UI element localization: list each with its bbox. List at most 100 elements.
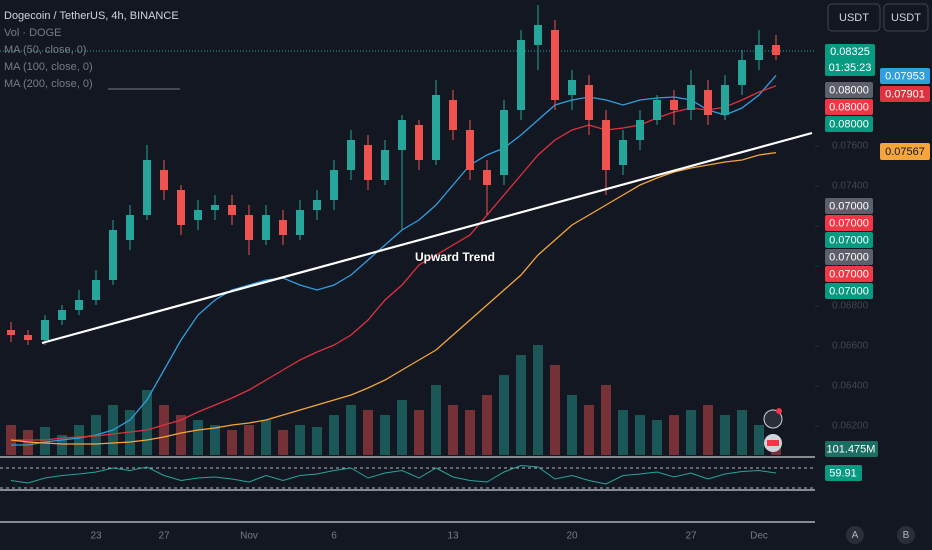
ma-value: 0.07901 [885,88,925,100]
volume-bar [431,385,441,455]
candle-body [347,140,355,170]
candle-body [602,120,610,170]
price-tag [825,249,873,265]
volume-bar [227,430,237,455]
price-tag [825,283,873,299]
candle-body [211,205,219,210]
candle-body [24,335,32,340]
legend-entry: MA (100, close, 0) [4,61,93,73]
candle-body [704,90,712,115]
volume-bar [482,395,492,455]
volume-bar [193,420,203,455]
alert-dot [776,408,782,414]
annotation: Upward Trend [415,250,495,264]
price-tag-label: 0.07000 [829,268,869,280]
price-tag-label: 0.07000 [829,217,869,229]
volume-bar [584,405,594,455]
candle-body [126,215,134,240]
volume-bar [669,415,679,455]
volume-bar [567,395,577,455]
trend-line [41,131,813,345]
price-tag [825,232,873,248]
candle-body [619,140,627,165]
candle-body [279,220,287,235]
corner-button-label[interactable]: A [852,530,859,541]
price-tag-label: 0.07000 [829,285,869,297]
currency-button-label[interactable]: USDT [891,12,921,24]
candle-body [262,215,270,240]
candle-body [313,200,321,210]
chart-title: Dogecoin / TetherUS, 4h, BINANCE [4,10,179,22]
volume-legend: Vol · DOGE [4,27,61,39]
x-tick-label: 20 [566,531,578,542]
volume-bar [176,415,186,455]
candle-body [7,330,15,335]
price-tag [825,215,873,231]
last-price-tag [825,44,875,76]
alert-icon[interactable] [763,409,783,429]
volume-bar [720,415,730,455]
last-price: 0.08325 [830,46,870,58]
corner-button[interactable] [846,526,864,544]
volume-bar [210,425,220,455]
candle-body [41,320,49,340]
candle-body [568,80,576,95]
ma-tag [880,68,930,84]
candle-body [687,85,695,110]
ma-tag [880,143,930,160]
moving-average [10,151,777,445]
currency-button[interactable] [883,3,929,32]
price-tag [825,198,873,214]
y-tick-label: 0.07600 [832,141,869,152]
flag-stripe [767,440,779,446]
x-tick-label: 23 [90,531,102,542]
candle-body [143,160,151,215]
volume-bar [703,405,713,455]
currency-button[interactable] [827,3,881,32]
candle-body [177,190,185,225]
volume-bar [754,425,764,455]
rsi-line [10,464,777,485]
price-tag-label: 0.08000 [829,84,869,96]
ma-value: 0.07567 [885,146,925,158]
candle-body [670,100,678,110]
volume-bar [312,427,322,455]
candle-body [415,125,423,160]
volume-bar [686,410,696,455]
volume-bar [380,415,390,455]
corner-button[interactable] [897,526,915,544]
candle-body [551,30,559,100]
price-tag-label: 0.07000 [829,234,869,246]
candle-body [381,150,389,180]
candle-body [75,300,83,310]
candle-body [160,170,168,190]
volume-bar [159,405,169,455]
volume-bar [261,420,271,455]
price-tag-label: 0.08000 [829,101,869,113]
volume-bar [397,400,407,455]
volume-bar [516,355,526,455]
rsi-tag [825,465,862,481]
corner-button-label[interactable]: B [903,530,910,541]
countdown: 01:35:23 [829,62,872,74]
volume-bar [737,410,747,455]
candle-body [517,40,525,110]
moving-average [11,74,777,446]
currency-button-label[interactable]: USDT [839,12,869,24]
candle-body [466,130,474,170]
volume-bar [533,345,543,455]
y-tick-label: 0.06800 [832,301,869,312]
y-tick-label: 0.07400 [832,181,869,192]
x-tick-label: Nov [240,531,258,542]
volume-bar [57,435,67,455]
price-tag [825,116,873,132]
price-tag [825,82,873,98]
candle-body [738,60,746,85]
candle-body [58,310,66,320]
y-tick-label: 0.06200 [832,421,869,432]
volume-bar [448,405,458,455]
price-tag [825,266,873,282]
candle-body [432,95,440,160]
candle-body [721,85,729,115]
